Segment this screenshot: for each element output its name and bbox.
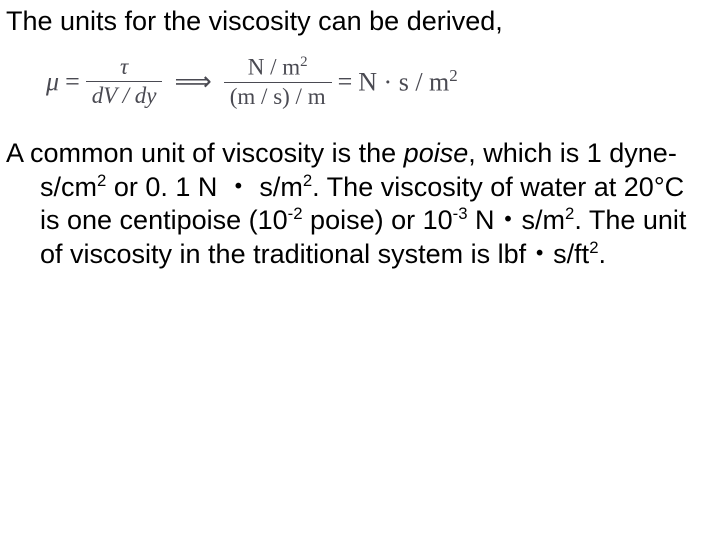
- frac2-num-sup: 2: [300, 54, 307, 70]
- frac1-den: dV / dy: [86, 84, 163, 108]
- rhs-text: N · s / m: [358, 68, 449, 97]
- p-t6: N・s/m: [468, 205, 566, 235]
- p-s4: -3: [453, 204, 468, 223]
- p-s3: -2: [288, 204, 303, 223]
- p-poise: poise: [404, 138, 469, 168]
- p-s2: 2: [303, 171, 312, 190]
- body-paragraph: A common unit of viscosity is the poise,…: [6, 137, 710, 272]
- implies-arrow: ⟹: [168, 67, 217, 97]
- rhs-sup: 2: [449, 66, 457, 85]
- frac2-den: (m / s) / m: [224, 85, 332, 109]
- frac2-num-text: N / m: [248, 55, 300, 80]
- p-t8: .: [599, 239, 607, 269]
- frac-tau-over-dvdy: τ dV / dy: [86, 55, 163, 108]
- p-s5: 2: [565, 204, 574, 223]
- equals-1: =: [65, 67, 80, 97]
- p-s1: 2: [97, 171, 106, 190]
- equation-block: μ = τ dV / dy ⟹ N / m2 (m / s) / m = N ·…: [46, 55, 710, 109]
- frac2-bar: [224, 82, 332, 83]
- frac-units: N / m2 (m / s) / m: [224, 55, 332, 109]
- frac2-num: N / m2: [242, 55, 314, 80]
- rhs-units: N · s / m2: [358, 66, 457, 98]
- mu-symbol: μ: [46, 67, 59, 97]
- p-t1: A common unit of viscosity is the: [6, 138, 404, 168]
- p-t5: poise) or 10: [303, 205, 453, 235]
- p-t3: or 0. 1 N ・ s/m: [106, 172, 303, 202]
- equals-2: =: [338, 67, 353, 97]
- intro-line: The units for the viscosity can be deriv…: [6, 6, 710, 37]
- p-s6: 2: [589, 238, 598, 257]
- frac1-num: τ: [114, 55, 134, 79]
- frac1-bar: [86, 81, 163, 82]
